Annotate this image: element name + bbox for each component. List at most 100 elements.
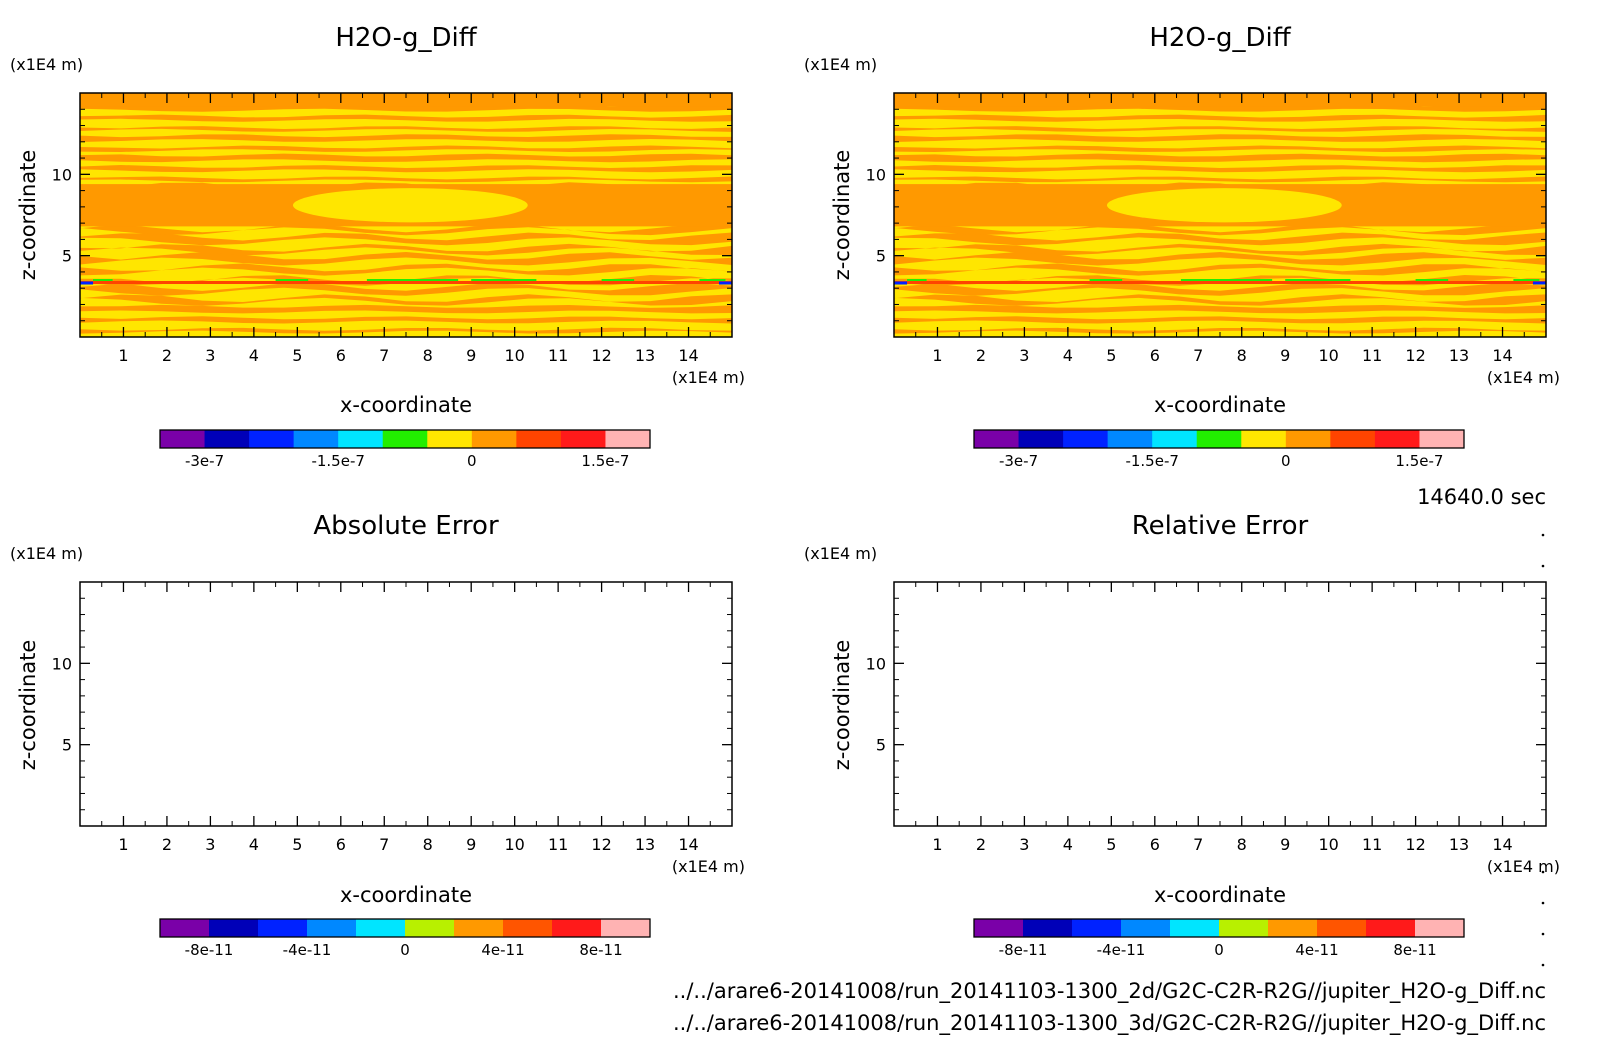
blue-segment bbox=[718, 281, 732, 285]
y-tick-label: 5 bbox=[62, 247, 72, 266]
colorbar-frame bbox=[159, 918, 651, 938]
colorbar-tick-label: 0 bbox=[400, 941, 410, 959]
colorbar-swatch bbox=[1415, 919, 1465, 937]
x-tick-label: 3 bbox=[1019, 835, 1029, 854]
colorbar-tick-label: -3e-7 bbox=[999, 452, 1038, 470]
green-segment bbox=[93, 279, 113, 282]
x-tick-label: 10 bbox=[504, 346, 524, 365]
orange-band bbox=[80, 114, 732, 122]
panel-title: Relative Error bbox=[1132, 511, 1309, 541]
x-tick-label: 5 bbox=[1106, 835, 1116, 854]
y-axis-label: z-coordinate bbox=[830, 640, 854, 771]
x-tick-label: 11 bbox=[548, 835, 568, 854]
x-tick-label: 13 bbox=[635, 346, 655, 365]
green-segment bbox=[601, 279, 635, 282]
green-segment bbox=[1180, 279, 1273, 282]
plot-frame bbox=[79, 581, 733, 827]
y-axis-label: z-coordinate bbox=[16, 640, 40, 771]
x-tick-label: 3 bbox=[1019, 346, 1029, 365]
x-tick-label: 9 bbox=[466, 346, 476, 365]
yellow-core bbox=[1106, 188, 1342, 223]
x-tick-label: 4 bbox=[249, 835, 259, 854]
x-tick-label: 7 bbox=[1193, 835, 1203, 854]
panel-h2o-diff-left: H2O-g_Diff (x1E4 m) 1 2 3 4 5 6 7 8 9 10 11 12 13 145… bbox=[10, 23, 745, 470]
orange-band bbox=[894, 134, 1546, 142]
colorbar-tick-label: -3e-7 bbox=[185, 452, 224, 470]
colorbar-swatch bbox=[560, 430, 606, 448]
colorbar-tick-label: 8e-11 bbox=[1393, 941, 1436, 959]
file-path-3d: ../../arare6-20141008/run_20141103-1300_… bbox=[673, 1011, 1546, 1036]
colorbar-swatch bbox=[427, 430, 473, 448]
field-bands bbox=[894, 93, 1546, 334]
x-tick-label: 13 bbox=[1449, 346, 1469, 365]
x-tick-label: 2 bbox=[162, 346, 172, 365]
colorbar-swatch bbox=[1170, 919, 1220, 937]
x-tick-label: 14 bbox=[1492, 346, 1512, 365]
x-tick-label: 14 bbox=[678, 346, 698, 365]
heatmap-field bbox=[80, 93, 732, 337]
colorbar-swatch bbox=[1317, 919, 1367, 937]
x-tick-label: 13 bbox=[635, 835, 655, 854]
panel-absolute-error: Absolute Error (x1E4 m) 1 2 3 4 5 6 7 8 9 10 11 12 1… bbox=[10, 511, 745, 959]
colorbar-frame bbox=[973, 918, 1465, 938]
x-tick-label: 7 bbox=[379, 835, 389, 854]
green-segment bbox=[275, 279, 309, 282]
green-segment bbox=[471, 279, 537, 282]
x-axis-label: x-coordinate bbox=[340, 883, 472, 907]
orange-band bbox=[894, 263, 1546, 276]
colorbar-frame bbox=[973, 429, 1465, 449]
y-tick-label: 5 bbox=[876, 247, 886, 266]
x-axis-label: x-coordinate bbox=[340, 393, 472, 417]
colorbar-swatch bbox=[249, 430, 295, 448]
orange-band bbox=[80, 282, 732, 296]
orange-band bbox=[80, 176, 732, 183]
x-tick-label: 11 bbox=[1362, 835, 1382, 854]
y-tick-label: 10 bbox=[866, 654, 886, 673]
x-tick-label: 12 bbox=[1405, 835, 1425, 854]
x-tick-label: 14 bbox=[678, 835, 698, 854]
red-line bbox=[894, 281, 1546, 285]
x-tick-label: 7 bbox=[1193, 346, 1203, 365]
colorbar-swatch bbox=[1374, 430, 1420, 448]
colorbar-tick-label: -4e-11 bbox=[283, 941, 332, 959]
yellow-core bbox=[292, 188, 528, 223]
orange-band bbox=[894, 232, 1546, 246]
orange-band bbox=[894, 316, 1546, 324]
colorbar-frame bbox=[159, 429, 651, 449]
x-tick-label: 6 bbox=[336, 346, 346, 365]
colorbar-swatch bbox=[1366, 919, 1416, 937]
orange-band bbox=[80, 224, 732, 236]
x-unit-label: (x1E4 m) bbox=[1487, 368, 1560, 387]
x-tick-label: 10 bbox=[1318, 835, 1338, 854]
x-tick-label: 5 bbox=[292, 346, 302, 365]
orange-band bbox=[80, 327, 732, 334]
time-label: 14640.0 sec bbox=[1417, 485, 1546, 509]
blue-segment bbox=[1532, 281, 1546, 285]
colorbar-swatch bbox=[160, 430, 206, 448]
x-tick-label: 1 bbox=[118, 346, 128, 365]
x-tick-label: 9 bbox=[1280, 346, 1290, 365]
x-tick-label: 14 bbox=[1492, 835, 1512, 854]
colorbar-swatch bbox=[605, 430, 651, 448]
green-segment bbox=[366, 279, 459, 282]
x-unit-label: (x1E4 m) bbox=[672, 368, 745, 387]
green-segment bbox=[1415, 279, 1449, 282]
colorbar-swatch bbox=[160, 919, 210, 937]
colorbar-tick-label: -4e-11 bbox=[1097, 941, 1146, 959]
y-axis-label: z-coordinate bbox=[16, 150, 40, 281]
colorbar-swatch bbox=[338, 430, 384, 448]
colorbar-tick-label: 0 bbox=[467, 452, 477, 470]
orange-band bbox=[80, 263, 732, 276]
colorbar-swatch bbox=[405, 919, 455, 937]
x-tick-label: 8 bbox=[1237, 346, 1247, 365]
colorbar-swatch bbox=[1072, 919, 1122, 937]
colorbar-swatch bbox=[1285, 430, 1331, 448]
orange-band bbox=[80, 316, 732, 324]
orange-band bbox=[80, 134, 732, 142]
x-tick-label: 10 bbox=[504, 835, 524, 854]
orange-band bbox=[894, 327, 1546, 334]
colorbar-swatch bbox=[1419, 430, 1465, 448]
x-tick-label: 12 bbox=[591, 835, 611, 854]
x-tick-label: 9 bbox=[1280, 835, 1290, 854]
